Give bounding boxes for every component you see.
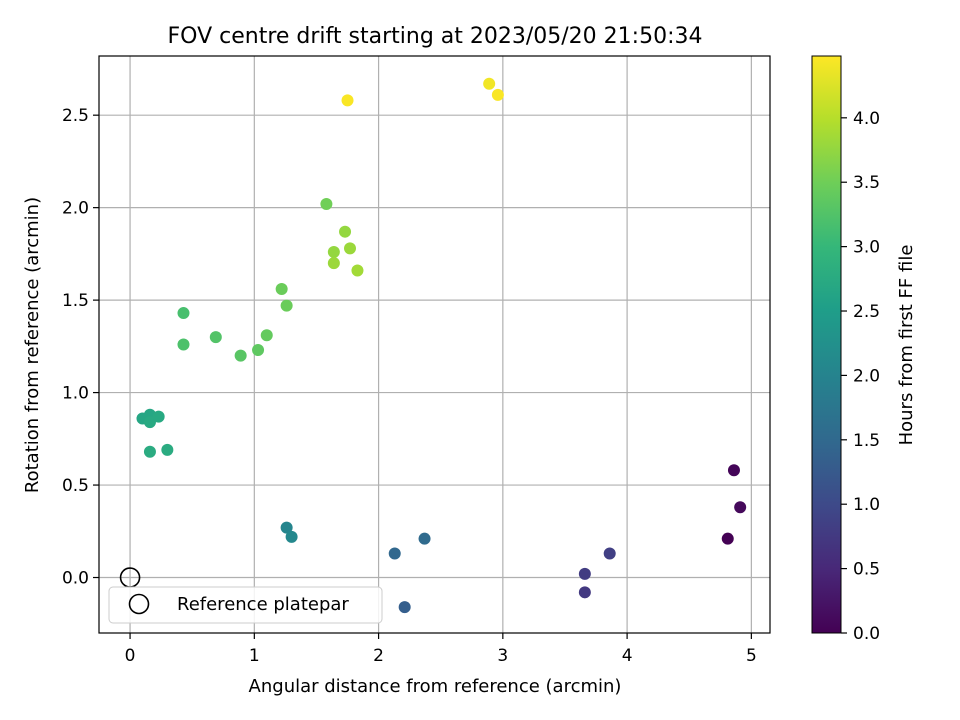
plot-frame (98, 55, 771, 634)
x-tick-label: 3 (497, 646, 508, 666)
data-point (280, 299, 293, 312)
data-point (339, 225, 352, 238)
colorbar-tick-label: 0.0 (853, 624, 880, 644)
colorbar-label: Hours from first FF file (896, 245, 917, 446)
data-point (177, 338, 190, 351)
data-point (351, 264, 364, 277)
colorbar-gradient (811, 55, 842, 634)
data-point (734, 501, 747, 514)
colorbar-tick-label: 2.0 (853, 366, 880, 386)
data-points (136, 77, 747, 614)
data-point (603, 547, 616, 560)
legend-box (108, 586, 383, 624)
x-tick-label: 4 (622, 646, 633, 666)
colorbar-tick-label: 4.0 (853, 109, 880, 129)
data-point (161, 443, 174, 456)
data-point (260, 329, 273, 342)
legend-marker (128, 593, 150, 615)
data-point (418, 532, 431, 545)
data-point (143, 416, 156, 429)
data-point (177, 307, 190, 320)
data-point (280, 521, 293, 534)
y-tick-label: 2.0 (62, 199, 89, 219)
x-axis-label: Angular distance from reference (arcmin) (249, 676, 622, 697)
data-point (721, 532, 734, 545)
data-point (491, 88, 504, 101)
data-point (320, 197, 333, 210)
colorbar-tick-label: 0.5 (853, 560, 880, 580)
grid (99, 56, 770, 633)
data-point (327, 246, 340, 259)
data-point (143, 445, 156, 458)
data-point (209, 331, 222, 344)
colorbar: 0.0 0.5 1.0 1.5 2.0 2.5 3.0 3.5 4.0 Hours from f… (811, 55, 917, 644)
legend-label: Reference platepar (177, 594, 349, 615)
y-axis-label: Rotation from reference (arcmin) (22, 197, 43, 493)
data-point (341, 94, 354, 107)
data-point (398, 601, 411, 614)
colorbar-tick-label: 3.5 (853, 173, 880, 193)
colorbar-tick-label: 1.5 (853, 431, 880, 451)
colorbar-tick-label: 1.0 (853, 495, 880, 515)
data-point (252, 344, 265, 357)
y-tick-label: 0.0 (62, 569, 89, 589)
y-axis: 0.0 0.5 1.0 1.5 2.0 2.5 (62, 106, 99, 589)
data-point (152, 410, 165, 423)
y-tick-label: 0.5 (62, 476, 89, 496)
x-axis: 0 1 2 3 4 5 (125, 633, 757, 666)
x-tick-label: 0 (125, 646, 136, 666)
data-point (275, 283, 288, 296)
x-tick-label: 1 (249, 646, 260, 666)
data-point (327, 257, 340, 270)
data-point (234, 349, 247, 362)
colorbar-ticks: 0.0 0.5 1.0 1.5 2.0 2.5 3.0 3.5 4.0 (841, 109, 880, 644)
data-point (483, 77, 496, 90)
data-point (344, 242, 357, 255)
data-point (578, 586, 591, 599)
data-point (388, 547, 401, 560)
colorbar-tick-label: 3.0 (853, 238, 880, 258)
data-point (727, 464, 740, 477)
y-tick-label: 1.0 (62, 384, 89, 404)
y-tick-label: 1.5 (62, 291, 89, 311)
y-tick-label: 2.5 (62, 106, 89, 126)
data-point (285, 530, 298, 543)
data-point (578, 567, 591, 580)
colorbar-tick-label: 2.5 (853, 302, 880, 322)
x-tick-label: 2 (373, 646, 384, 666)
x-tick-label: 5 (746, 646, 757, 666)
legend: Reference platepar (108, 586, 383, 624)
chart-title: FOV centre drift starting at 2023/05/20 … (168, 24, 703, 49)
